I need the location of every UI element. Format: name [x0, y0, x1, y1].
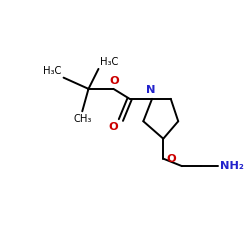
Text: H₃C: H₃C — [100, 57, 118, 67]
Text: O: O — [166, 154, 176, 164]
Text: O: O — [108, 122, 118, 132]
Text: NH₂: NH₂ — [220, 161, 244, 171]
Text: CH₃: CH₃ — [73, 114, 92, 124]
Text: O: O — [109, 76, 119, 86]
Text: H₃C: H₃C — [43, 66, 62, 76]
Text: N: N — [146, 85, 156, 95]
